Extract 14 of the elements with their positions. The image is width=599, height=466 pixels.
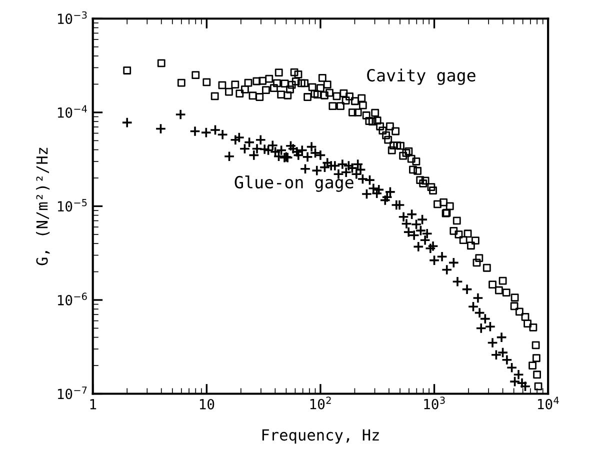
y-tick-label: 10$^{−5}$ — [58, 199, 87, 212]
series-label: Glue-on gage — [234, 176, 354, 192]
y-tick-label: 10$^{−3}$ — [58, 11, 87, 24]
x-tick-label: 10$^{2}$ — [310, 396, 331, 410]
y-tick-label: 10$^{−7}$ — [58, 386, 87, 400]
x-tick-label: 1 — [90, 399, 96, 410]
y-tick-label: 10$^{−6}$ — [58, 292, 87, 306]
y-axis-title: G, (N/m²)²/Hz — [36, 148, 50, 266]
series-label: Cavity gage — [367, 68, 476, 85]
x-tick-label: 10 — [200, 398, 214, 410]
x-tick-label: 10$^{4}$ — [538, 396, 559, 410]
x-tick-label: 10$^{3}$ — [424, 396, 445, 410]
x-axis-title: Frequency, Hz — [262, 429, 379, 444]
y-tick-label: 10$^{−4}$ — [58, 105, 87, 118]
